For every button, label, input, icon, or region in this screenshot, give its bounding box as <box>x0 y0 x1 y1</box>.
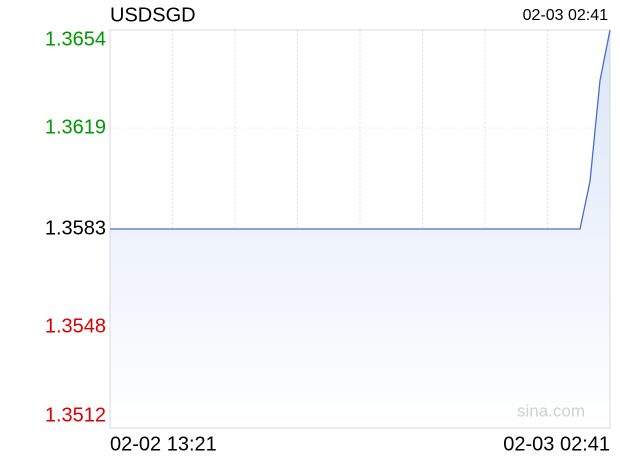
timestamp: 02-03 02:41 <box>523 7 609 24</box>
x-tick-label: 02-03 02:41 <box>503 433 610 455</box>
y-tick-label: 1.3583 <box>45 217 106 239</box>
chart-title: USDSGD <box>110 4 196 26</box>
line <box>110 29 611 230</box>
y-tick-label: 1.3548 <box>45 315 106 337</box>
y-tick-label: 1.3619 <box>45 116 106 138</box>
y-tick-label: 1.3654 <box>45 28 106 50</box>
watermark: sina.com <box>517 401 585 420</box>
x-tick-label: 02-02 13:21 <box>110 433 217 455</box>
y-tick-label: 1.3512 <box>45 404 106 426</box>
